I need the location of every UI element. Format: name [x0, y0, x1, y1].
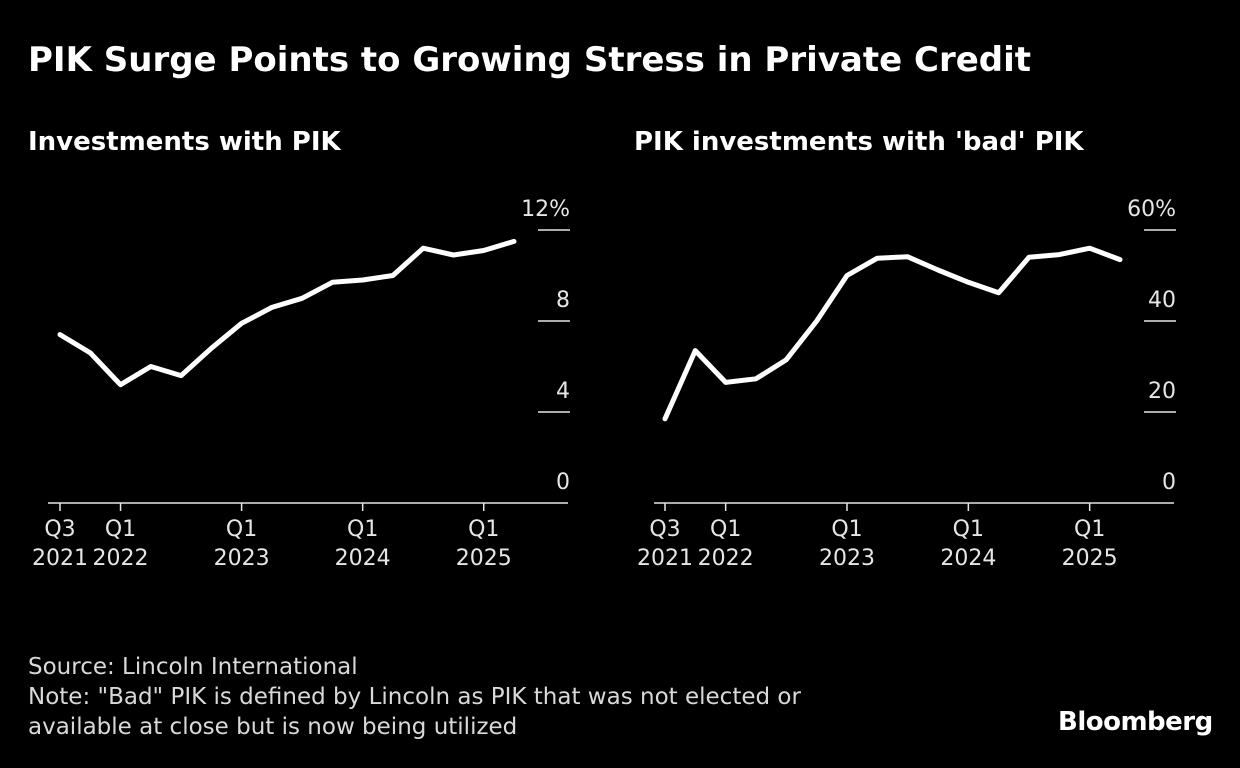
y-tick-label: 4	[556, 379, 570, 404]
data-point	[845, 274, 849, 278]
x-tick-label: Q1	[831, 517, 862, 542]
x-tick-label: Q1	[468, 517, 499, 542]
data-point	[906, 255, 910, 259]
data-point	[936, 268, 940, 272]
x-tick-label: 2022	[698, 546, 754, 571]
series-line	[57, 238, 517, 388]
x-tick-label: 2024	[335, 546, 391, 571]
x-tick-label: 2023	[819, 546, 875, 571]
y-tick-label: 0	[1162, 470, 1176, 495]
data-point	[875, 256, 879, 260]
definition-note-line-2: available at close but is now being util…	[28, 714, 518, 740]
data-point	[482, 248, 486, 252]
data-point	[361, 278, 365, 282]
y-tick-label: 12%	[521, 197, 570, 222]
data-point	[1027, 255, 1031, 259]
y-tick-label: 0	[556, 470, 570, 495]
data-point	[663, 417, 667, 421]
x-tick-label: Q3	[44, 517, 75, 542]
x-tick-label: Q1	[226, 517, 257, 542]
x-tick-label: 2025	[456, 546, 512, 571]
data-point	[421, 246, 425, 250]
x-tick-label: Q1	[347, 517, 378, 542]
y-tick-label: 8	[556, 288, 570, 313]
bloomberg-logo: Bloomberg	[1058, 707, 1213, 737]
data-point	[966, 280, 970, 284]
bad-pik-line-chart: 0 20 40 60% Q3 2021 Q1 2022 Q1 2023 Q1 2024 Q1 2025	[637, 197, 1176, 571]
x-tick-label: 2022	[93, 546, 149, 571]
data-point	[179, 374, 183, 378]
pik-line-chart: 0 4 8 12% Q3 2021 Q1 2022 Q1 2023 Q1 2024 Q1 2025	[32, 197, 570, 571]
data-point	[451, 253, 455, 257]
x-tick-label: 2021	[637, 546, 693, 571]
data-point	[58, 333, 62, 337]
y-tick-label: 60%	[1127, 197, 1176, 222]
x-tick-label: 2021	[32, 546, 88, 571]
panel-title-bad-pik: PIK investments with 'bad' PIK	[634, 127, 1084, 157]
data-point	[997, 291, 1001, 295]
data-point	[1057, 253, 1061, 257]
y-tick-label: 20	[1148, 379, 1176, 404]
data-point	[512, 239, 516, 243]
y-tick-label: 40	[1148, 288, 1176, 313]
source-note: Source: Lincoln International	[28, 654, 358, 680]
x-tick-label: Q1	[953, 517, 984, 542]
data-point	[209, 346, 213, 350]
x-tick-label: 2024	[940, 546, 996, 571]
data-point	[88, 351, 92, 355]
data-point	[815, 319, 819, 323]
data-point	[1118, 258, 1122, 262]
data-point	[693, 349, 697, 353]
chart-title: PIK Surge Points to Growing Stress in Pr…	[28, 40, 1032, 80]
x-tick-label: 2025	[1062, 546, 1118, 571]
data-point	[240, 321, 244, 325]
data-point	[270, 305, 274, 309]
series-line	[662, 245, 1123, 422]
data-point	[1088, 246, 1092, 250]
x-tick-label: Q3	[649, 517, 680, 542]
panel-title-pik: Investments with PIK	[28, 127, 341, 157]
data-point	[784, 358, 788, 362]
x-tick-label: Q1	[1074, 517, 1105, 542]
data-point	[149, 365, 153, 369]
data-point	[300, 296, 304, 300]
x-tick-label: Q1	[105, 517, 136, 542]
data-point	[330, 280, 334, 284]
data-point	[754, 377, 758, 381]
data-point	[119, 383, 123, 387]
definition-note-line-1: Note: "Bad" PIK is defined by Lincoln as…	[28, 684, 801, 710]
x-tick-label: 2023	[214, 546, 270, 571]
data-point	[391, 274, 395, 278]
x-tick-label: Q1	[710, 517, 741, 542]
data-point	[724, 380, 728, 384]
